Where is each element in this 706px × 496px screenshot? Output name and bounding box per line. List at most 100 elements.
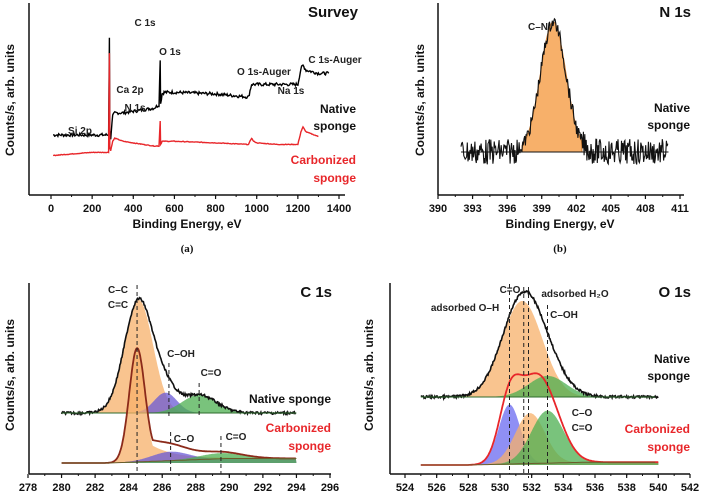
ann-c-eq-o-native: C=O xyxy=(201,368,222,379)
n1s-panel: 390 393 396 399 402 405 408 411 Counts/s, arb. … xyxy=(413,3,691,255)
c1s-ylabel: Counts/s, arb. units xyxy=(3,319,17,431)
component-c-n xyxy=(521,21,583,153)
x-tick-label: 405 xyxy=(602,203,620,215)
legend-native-c: Native sponge xyxy=(249,392,331,406)
ann-na1s: Na 1s xyxy=(278,86,305,97)
ann-c-eq-o-carbonized: C=O xyxy=(226,432,247,443)
panel-label-a: (a) xyxy=(181,243,194,255)
ann-coh: C–OH xyxy=(167,349,195,360)
ann-o1s-auger: O 1s-Auger xyxy=(237,67,291,78)
survey-panel: 0 200 400 600 800 1000 1200 1400 Counts/s, arb.… xyxy=(3,3,362,255)
ann-cc: C–C xyxy=(108,285,128,296)
component-c-oh xyxy=(420,375,659,397)
x-tick-label: 528 xyxy=(459,482,477,494)
legend-sponge-b: sponge xyxy=(647,118,690,132)
series-native xyxy=(52,37,330,140)
x-tick-label: 540 xyxy=(649,482,667,494)
x-tick-label: 800 xyxy=(206,203,224,215)
ann-n1s: N 1s xyxy=(124,103,146,114)
ann-ca2p: Ca 2p xyxy=(116,85,143,96)
legend-carbonized-c: Carbonized xyxy=(266,421,331,435)
x-tick-label: 278 xyxy=(19,482,37,494)
component-c-c-c-c xyxy=(61,300,297,413)
component-c-o xyxy=(61,394,297,413)
x-tick-label: 1400 xyxy=(327,203,351,215)
n1s-ylabel: Counts/s, arb. units xyxy=(413,44,427,156)
ann-co-carbonized: C–O xyxy=(174,434,195,445)
x-tick-label: 292 xyxy=(254,482,272,494)
o1s-panel: 524 526 528 530 532 534 536 538 540 542 Counts/s,… xyxy=(362,283,699,494)
legend-native-b: Native xyxy=(654,101,690,115)
o1s-ylabel: Counts/s, arb. units xyxy=(362,319,376,431)
x-tick-label: 393 xyxy=(463,203,481,215)
series-carbonized xyxy=(53,53,319,157)
x-tick-label: 1000 xyxy=(244,203,268,215)
x-tick-label: 288 xyxy=(187,482,205,494)
x-tick-label: 402 xyxy=(567,203,585,215)
envelope-native xyxy=(60,296,297,417)
ann-c1s-auger: C 1s-Auger xyxy=(308,55,361,66)
x-tick-label: 530 xyxy=(491,482,509,494)
component-c-oh xyxy=(61,392,297,413)
x-tick-label: 390 xyxy=(429,203,447,215)
x-tick-label: 200 xyxy=(83,203,101,215)
survey-xlabel: Binding Energy, eV xyxy=(132,217,241,231)
x-tick-label: 408 xyxy=(636,203,654,215)
x-tick-label: 532 xyxy=(522,482,540,494)
ann-si2p: Si 2p xyxy=(68,126,92,137)
o1s-title: O 1s xyxy=(658,284,691,301)
component-adsorbed-o-h-c-o xyxy=(420,301,659,397)
ann-c-eq-o-o1s: C=O xyxy=(500,285,521,296)
legend-sponge-a: sponge xyxy=(313,119,356,133)
n1s-title: N 1s xyxy=(659,4,691,21)
c1s-title: C 1s xyxy=(300,284,332,301)
x-tick-label: 1200 xyxy=(286,203,310,215)
legend-carbonized-d: Carbonized xyxy=(625,422,690,436)
x-tick-label: 296 xyxy=(321,482,339,494)
ann-co-o1s: C–O xyxy=(572,408,593,419)
x-tick-label: 600 xyxy=(165,203,183,215)
x-tick-label: 411 xyxy=(671,203,689,215)
baseline-carbonized xyxy=(61,458,297,464)
baseline-carbonized xyxy=(420,461,656,466)
x-tick-label: 534 xyxy=(554,482,573,494)
x-tick-label: 280 xyxy=(52,482,70,494)
legend-carbonized-sponge-d: sponge xyxy=(647,440,690,454)
ann-c-eq-c: C=C xyxy=(108,300,128,311)
x-tick-label: 400 xyxy=(124,203,142,215)
x-tick-label: 290 xyxy=(220,482,238,494)
x-tick-label: 538 xyxy=(617,482,635,494)
ann-adsorbed-oh: adsorbed O–H xyxy=(431,303,499,314)
legend-native-d: Native xyxy=(654,352,690,366)
c1s-panel: 278 280 282 284 286 288 290 292 294 296 Counts/s,… xyxy=(3,283,339,494)
x-tick-label: 0 xyxy=(48,203,54,215)
ann-o1s: O 1s xyxy=(159,47,181,58)
x-tick-label: 396 xyxy=(498,203,516,215)
ann-cn: C–N xyxy=(528,22,548,33)
x-tick-label: 536 xyxy=(586,482,604,494)
x-tick-label: 286 xyxy=(153,482,171,494)
series-native-n1s xyxy=(460,17,669,166)
x-tick-label: 294 xyxy=(287,482,306,494)
ann-coh-o1s: C–OH xyxy=(550,310,578,321)
component-c-o-c-o xyxy=(420,410,659,465)
component-c-o xyxy=(61,453,297,463)
survey-title: Survey xyxy=(308,4,359,21)
x-tick-label: 284 xyxy=(119,482,138,494)
x-tick-label: 399 xyxy=(533,203,551,215)
legend-carbonized-a: Carbonized xyxy=(291,153,356,167)
legend-carbonized-sponge-c: sponge xyxy=(288,439,331,453)
legend-carbonized-sponge-a: sponge xyxy=(313,171,356,185)
survey-ylabel: Counts/s, arb. units xyxy=(3,44,17,156)
legend-native-a: Native xyxy=(320,102,356,116)
ann-c1s: C 1s xyxy=(134,18,156,29)
legend-sponge-d: sponge xyxy=(647,369,690,383)
x-tick-label: 282 xyxy=(86,482,104,494)
ann-c-eq-o-o1s-2: C=O xyxy=(572,423,593,434)
n1s-xlabel: Binding Energy, eV xyxy=(505,217,614,231)
x-tick-label: 542 xyxy=(681,482,699,494)
x-tick-label: 524 xyxy=(396,482,415,494)
x-tick-label: 526 xyxy=(427,482,445,494)
ann-adsorbed-h2o: adsorbed H₂O xyxy=(541,289,608,300)
